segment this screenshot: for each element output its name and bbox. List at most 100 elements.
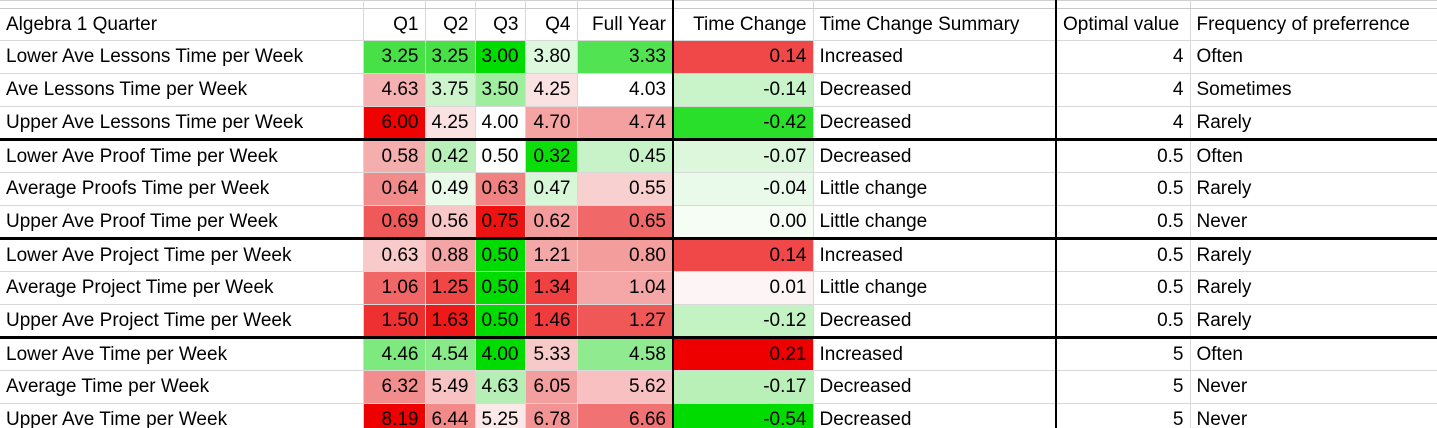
cell-row-label[interactable]: Lower Ave Lessons Time per Week (0, 40, 364, 74)
cell-row-label[interactable]: Average Project Time per Week (0, 271, 364, 305)
cell-q1[interactable]: 6.00 (363, 106, 426, 141)
cell-q3[interactable]: 0.50 (475, 304, 526, 339)
cell-q4[interactable]: 1.46 (525, 304, 578, 339)
cell-frequency[interactable]: Rarely (1190, 238, 1437, 272)
cell-frequency[interactable]: Sometimes (1190, 73, 1437, 107)
cell-row-label[interactable]: Average Proofs Time per Week (0, 172, 364, 206)
cell-q1[interactable]: 0.69 (363, 205, 426, 240)
cell-row-label[interactable]: Upper Ave Proof Time per Week (0, 205, 364, 240)
cell-frequency[interactable]: Never (1190, 370, 1437, 404)
empty-cell[interactable] (672, 0, 814, 9)
cell-q3[interactable]: 0.50 (475, 238, 526, 272)
cell-row-label[interactable]: Upper Ave Lessons Time per Week (0, 106, 364, 141)
cell-time-change[interactable]: -0.07 (672, 139, 814, 173)
cell-q1[interactable]: 3.25 (363, 40, 426, 74)
cell-full-year[interactable]: 0.65 (577, 205, 674, 240)
header-row-label[interactable]: Algebra 1 Quarter (0, 8, 364, 41)
header-optimal-value[interactable]: Optimal value (1055, 8, 1191, 41)
cell-summary[interactable]: Decreased (813, 106, 1057, 141)
cell-q4[interactable]: 3.80 (525, 40, 578, 74)
cell-full-year[interactable]: 3.33 (577, 40, 674, 74)
cell-summary[interactable]: Decreased (813, 370, 1057, 404)
cell-q4[interactable]: 0.47 (525, 172, 578, 206)
cell-time-change[interactable]: -0.04 (672, 172, 814, 206)
cell-q4[interactable]: 1.21 (525, 238, 578, 272)
header-frequency[interactable]: Frequency of preferrence (1190, 8, 1437, 41)
cell-q1[interactable]: 8.19 (363, 403, 426, 428)
cell-q3[interactable]: 4.00 (475, 337, 526, 371)
cell-full-year[interactable]: 4.74 (577, 106, 674, 141)
cell-frequency[interactable]: Rarely (1190, 106, 1437, 141)
cell-q4[interactable]: 6.05 (525, 370, 578, 404)
header-q4[interactable]: Q4 (525, 8, 578, 41)
cell-q2[interactable]: 0.56 (425, 205, 476, 240)
cell-time-change[interactable]: -0.14 (672, 73, 814, 107)
cell-optimal-value[interactable]: 4 (1055, 106, 1191, 141)
cell-time-change[interactable]: -0.42 (672, 106, 814, 141)
cell-optimal-value[interactable]: 0.5 (1055, 139, 1191, 173)
empty-cell[interactable] (0, 0, 364, 9)
cell-optimal-value[interactable]: 0.5 (1055, 304, 1191, 339)
cell-frequency[interactable]: Never (1190, 205, 1437, 240)
empty-cell[interactable] (1190, 0, 1437, 9)
cell-row-label[interactable]: Upper Ave Time per Week (0, 403, 364, 428)
cell-time-change[interactable]: -0.12 (672, 304, 814, 339)
cell-q4[interactable]: 6.78 (525, 403, 578, 428)
cell-q2[interactable]: 4.54 (425, 337, 476, 371)
cell-row-label[interactable]: Upper Ave Project Time per Week (0, 304, 364, 339)
empty-cell[interactable] (525, 0, 578, 9)
cell-q2[interactable]: 1.25 (425, 271, 476, 305)
cell-optimal-value[interactable]: 4 (1055, 73, 1191, 107)
cell-q3[interactable]: 3.50 (475, 73, 526, 107)
cell-q2[interactable]: 0.42 (425, 139, 476, 173)
cell-q3[interactable]: 0.50 (475, 139, 526, 173)
cell-full-year[interactable]: 4.58 (577, 337, 674, 371)
cell-full-year[interactable]: 5.62 (577, 370, 674, 404)
cell-q4[interactable]: 0.62 (525, 205, 578, 240)
cell-q3[interactable]: 0.63 (475, 172, 526, 206)
cell-summary[interactable]: Decreased (813, 304, 1057, 339)
empty-cell[interactable] (577, 0, 674, 9)
empty-cell[interactable] (363, 0, 426, 9)
cell-q4[interactable]: 5.33 (525, 337, 578, 371)
cell-frequency[interactable]: Never (1190, 403, 1437, 428)
cell-frequency[interactable]: Rarely (1190, 304, 1437, 339)
cell-q4[interactable]: 0.32 (525, 139, 578, 173)
cell-time-change[interactable]: -0.17 (672, 370, 814, 404)
cell-summary[interactable]: Increased (813, 337, 1057, 371)
cell-optimal-value[interactable]: 4 (1055, 40, 1191, 74)
cell-q1[interactable]: 1.06 (363, 271, 426, 305)
cell-q4[interactable]: 4.25 (525, 73, 578, 107)
cell-time-change[interactable]: 0.14 (672, 40, 814, 74)
header-q1[interactable]: Q1 (363, 8, 426, 41)
cell-q1[interactable]: 4.63 (363, 73, 426, 107)
cell-summary[interactable]: Little change (813, 172, 1057, 206)
cell-q1[interactable]: 0.64 (363, 172, 426, 206)
cell-row-label[interactable]: Average Time per Week (0, 370, 364, 404)
cell-q1[interactable]: 6.32 (363, 370, 426, 404)
cell-q3[interactable]: 0.50 (475, 271, 526, 305)
cell-full-year[interactable]: 1.04 (577, 271, 674, 305)
header-time-change[interactable]: Time Change (672, 8, 814, 41)
cell-q3[interactable]: 0.75 (475, 205, 526, 240)
cell-row-label[interactable]: Ave Lessons Time per Week (0, 73, 364, 107)
cell-row-label[interactable]: Lower Ave Proof Time per Week (0, 139, 364, 173)
cell-q2[interactable]: 6.44 (425, 403, 476, 428)
cell-q1[interactable]: 1.50 (363, 304, 426, 339)
header-full-year[interactable]: Full Year (577, 8, 674, 41)
cell-row-label[interactable]: Lower Ave Project Time per Week (0, 238, 364, 272)
cell-full-year[interactable]: 0.55 (577, 172, 674, 206)
cell-q1[interactable]: 0.58 (363, 139, 426, 173)
cell-frequency[interactable]: Often (1190, 40, 1437, 74)
cell-time-change[interactable]: -0.54 (672, 403, 814, 428)
empty-cell[interactable] (425, 0, 476, 9)
cell-q4[interactable]: 4.70 (525, 106, 578, 141)
cell-full-year[interactable]: 0.45 (577, 139, 674, 173)
empty-cell[interactable] (813, 0, 1057, 9)
cell-summary[interactable]: Increased (813, 238, 1057, 272)
cell-q4[interactable]: 1.34 (525, 271, 578, 305)
header-q2[interactable]: Q2 (425, 8, 476, 41)
cell-time-change[interactable]: 0.01 (672, 271, 814, 305)
cell-summary[interactable]: Little change (813, 205, 1057, 240)
cell-summary[interactable]: Increased (813, 40, 1057, 74)
